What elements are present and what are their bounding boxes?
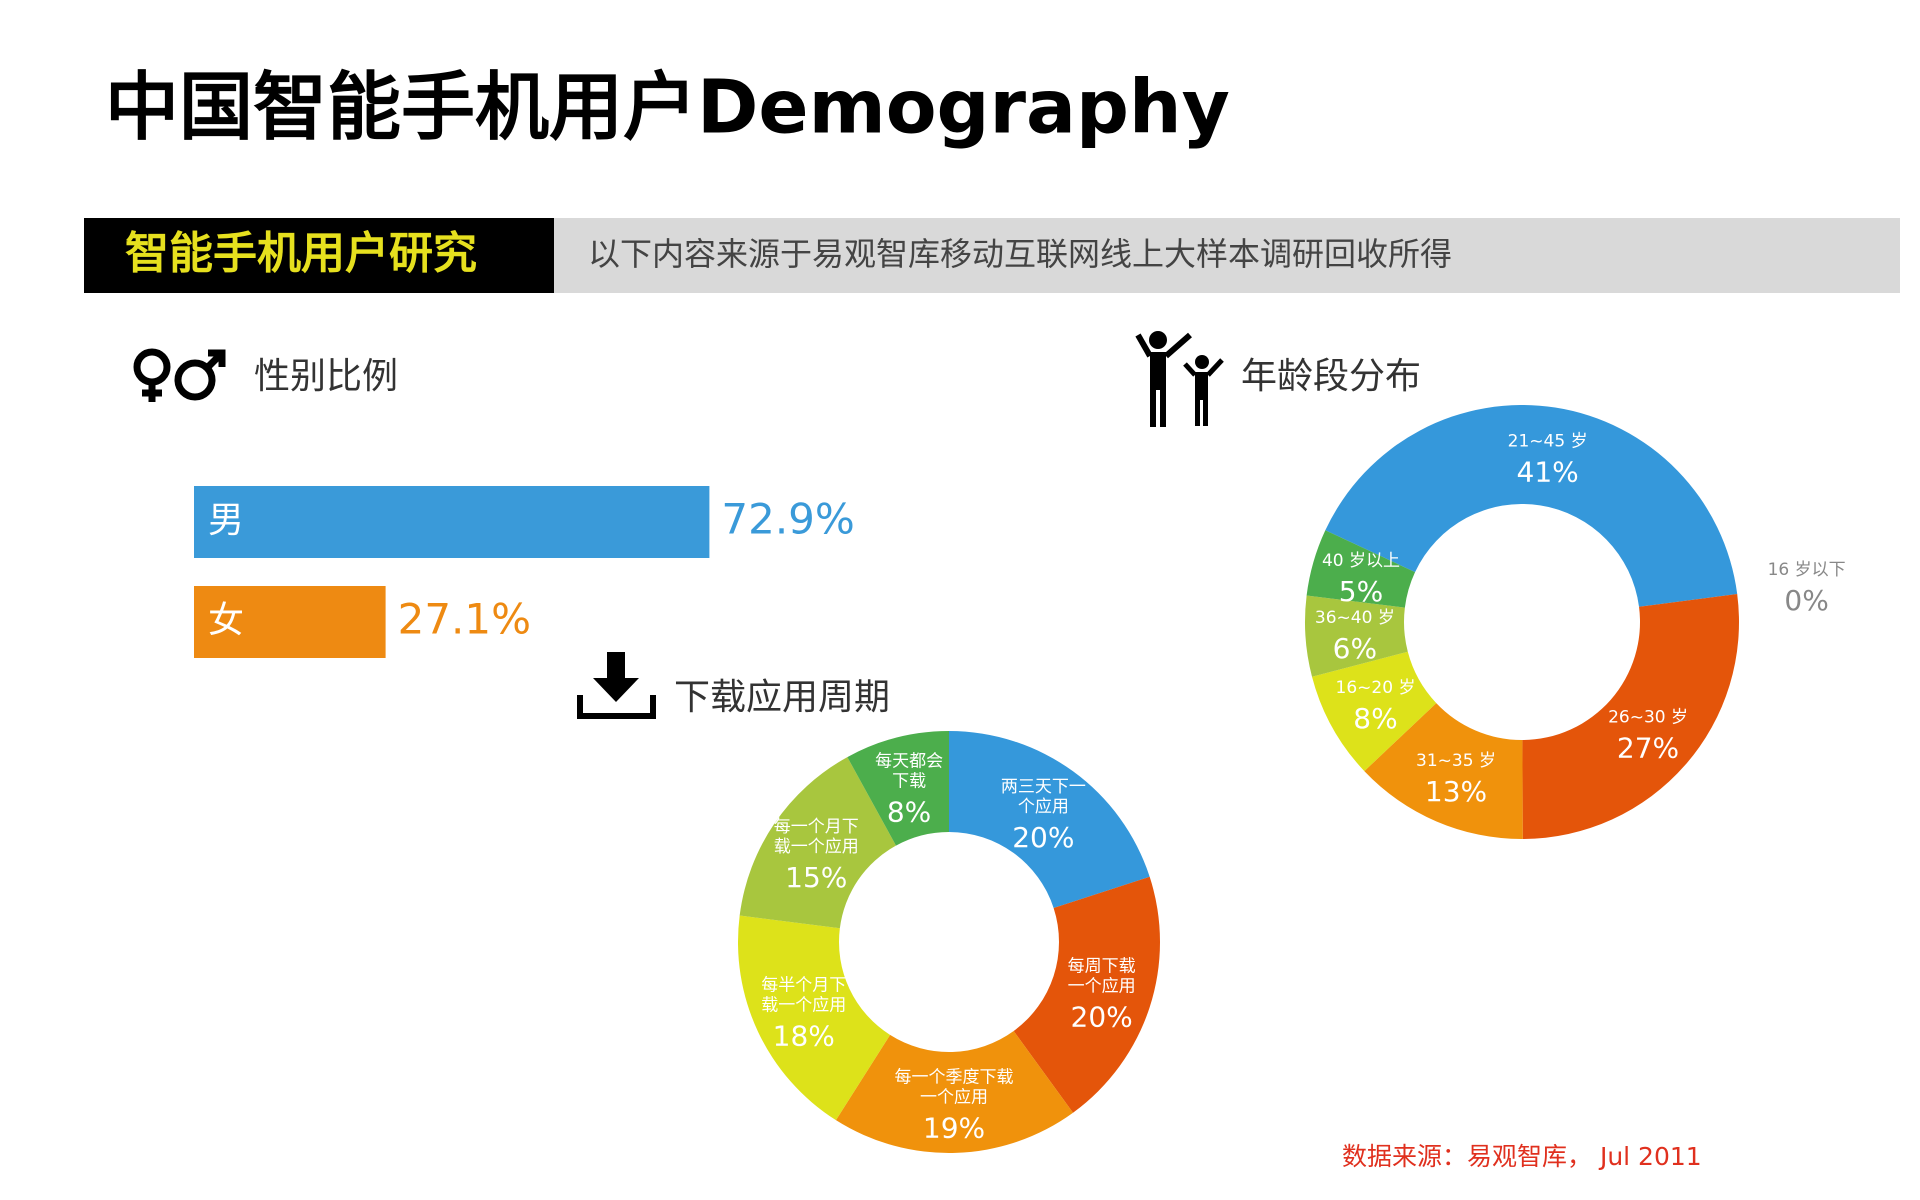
segment-category: 下载 <box>892 772 926 792</box>
segment-label: 31~35 岁 13% <box>1416 751 1496 808</box>
segment-label: 16 岁以下 0% <box>1768 560 1846 617</box>
gender-icon <box>133 348 226 402</box>
bar <box>194 486 710 558</box>
bar-category: 女 <box>208 600 244 641</box>
segment-value-label: 0% <box>1784 584 1828 617</box>
segment-category: 31~35 岁 <box>1416 751 1496 771</box>
banner-label: 智能手机用户研究 <box>125 228 477 279</box>
segment-value-label: 8% <box>887 796 931 829</box>
segment-value-label: 41% <box>1517 455 1579 488</box>
segment-label: 每天都会下载 8% <box>875 752 943 829</box>
segment-value-label: 18% <box>773 1019 835 1052</box>
segment-value-label: 6% <box>1333 632 1377 665</box>
segment-category: 载一个应用 <box>774 837 859 857</box>
segment-category: 21~45 岁 <box>1508 431 1588 451</box>
segment-category: 载一个应用 <box>761 995 846 1015</box>
donut-segment <box>1325 404 1738 607</box>
segment-label: 每周下载一个应用 20% <box>1068 957 1136 1034</box>
segment-label: 两三天下一个应用 20% <box>1001 777 1086 854</box>
segment-category: 16 岁以下 <box>1768 560 1846 580</box>
segment-label: 每半个月下载一个应用 18% <box>761 975 846 1052</box>
donut-segment <box>1312 651 1437 772</box>
page-title: 中国智能手机用户Demography <box>105 65 1230 151</box>
segment-category: 每天都会 <box>875 752 943 772</box>
segment-category: 一个应用 <box>1068 977 1136 997</box>
segment-label: 26~30 岁 27% <box>1608 707 1688 764</box>
segment-value-label: 13% <box>1425 775 1487 808</box>
donut-segment <box>739 757 897 929</box>
segment-category: 一个应用 <box>920 1087 988 1107</box>
segment-label: 40 岁以上 5% <box>1322 551 1400 608</box>
donut-segment <box>1522 594 1739 839</box>
segment-label: 21~45 岁 41% <box>1508 431 1588 488</box>
donut-segment <box>1364 703 1523 839</box>
segment-value-label: 19% <box>923 1111 985 1144</box>
segment-value-label: 5% <box>1339 575 1383 608</box>
donut-segment <box>1306 530 1416 608</box>
donut-segment <box>1305 595 1408 677</box>
banner-label-bg <box>84 218 554 293</box>
donut-segment <box>949 731 1150 909</box>
donut-segment <box>835 1030 1074 1153</box>
segment-category: 每一个月下 <box>774 817 859 837</box>
segment-category: 每半个月下 <box>761 975 846 995</box>
segment-category: 个应用 <box>1018 797 1069 817</box>
bar-value-label: 27.1% <box>398 595 531 644</box>
segment-category: 每周下载 <box>1068 957 1136 977</box>
segment-label: 16~20 岁 8% <box>1336 678 1416 735</box>
source-note: 数据来源：易观智库， Jul 2011 <box>1342 1142 1702 1171</box>
segment-value-label: 20% <box>1012 821 1074 854</box>
bar-category: 男 <box>208 500 244 541</box>
segment-value-label: 20% <box>1071 1001 1133 1034</box>
segment-value-label: 15% <box>785 861 847 894</box>
bar <box>194 586 386 658</box>
donut-segment <box>738 915 891 1121</box>
donut-segment <box>847 731 949 846</box>
segment-category: 16~20 岁 <box>1336 678 1416 698</box>
segment-category: 每一个季度下载 <box>895 1067 1014 1087</box>
donut-segment <box>1013 876 1161 1113</box>
segment-category: 40 岁以上 <box>1322 551 1400 571</box>
segment-value-label: 27% <box>1617 731 1679 764</box>
segment-label: 36~40 岁 6% <box>1315 608 1395 665</box>
segment-label: 每一个季度下载一个应用 19% <box>895 1067 1014 1144</box>
download-icon <box>577 652 656 719</box>
people-icon <box>1135 331 1224 427</box>
segment-category: 36~40 岁 <box>1315 608 1395 628</box>
chart-title: 性别比例 <box>254 356 398 397</box>
segment-value-label: 8% <box>1353 702 1397 735</box>
segment-label: 每一个月下载一个应用 15% <box>774 817 859 894</box>
segment-category: 两三天下一 <box>1001 777 1086 797</box>
chart-title: 年龄段分布 <box>1241 356 1421 397</box>
bar-value-label: 72.9% <box>721 495 854 544</box>
chart-title: 下载应用周期 <box>674 677 890 718</box>
segment-category: 26~30 岁 <box>1608 707 1688 727</box>
banner-text: 以下内容来源于易观智库移动互联网线上大样本调研回收所得 <box>588 235 1452 273</box>
